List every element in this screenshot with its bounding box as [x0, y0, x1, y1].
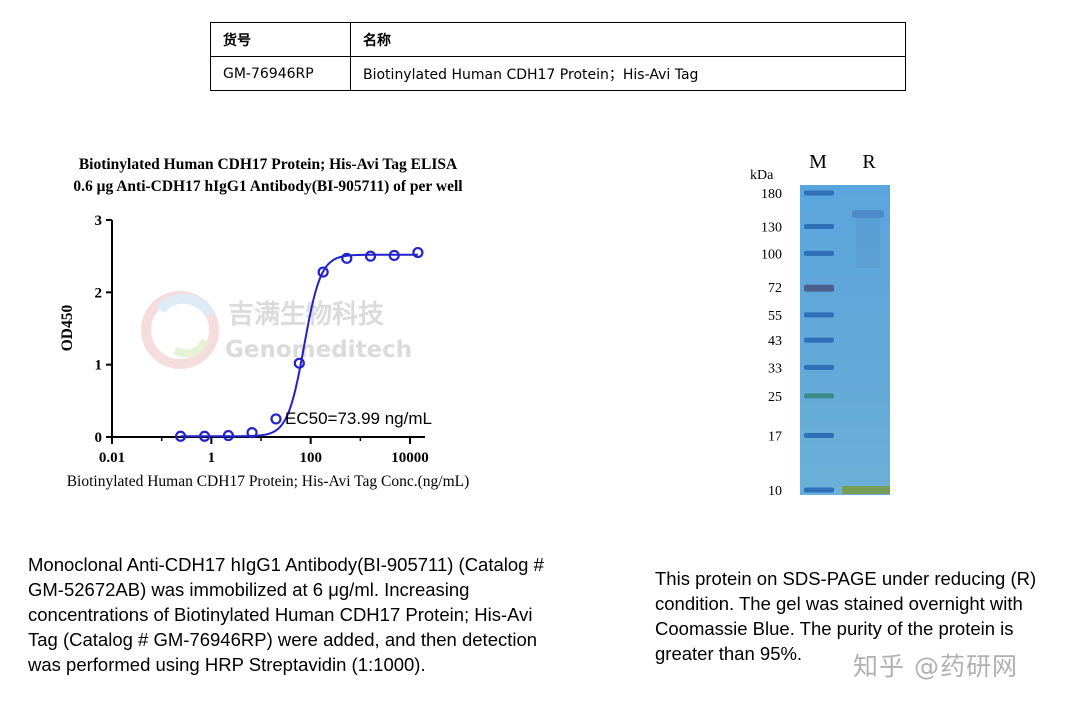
y-tick-label: 1 — [95, 358, 103, 374]
data-point — [174, 430, 187, 442]
gel-markers: 180 130 100 72 55 43 33 25 17 10 — [761, 187, 834, 499]
dye-front-band — [842, 486, 890, 494]
elisa-chart: Biotinylated Human CDH17 Protein; His-Av… — [59, 156, 470, 490]
marker-band — [804, 487, 834, 493]
x-tick-label: 1 — [208, 450, 216, 466]
marker-band — [804, 364, 834, 370]
footer-watermark: 知乎 @药研网 — [853, 652, 1018, 681]
data-points — [174, 246, 424, 442]
marker-label: 33 — [768, 361, 782, 376]
catalog-number: GM-76946RP — [210, 56, 351, 91]
y-tick-label: 0 — [95, 430, 103, 446]
data-point — [388, 249, 400, 262]
product-table-row: GM-76946RP Biotinylated Human CDH17 Prot… — [210, 56, 906, 91]
lane-label-r: R — [862, 151, 876, 173]
chart-axes: 0 1 2 3 0.01 1 100 10000 — [95, 213, 429, 466]
y-axis-label: OD450 — [59, 305, 76, 352]
marker-band — [804, 432, 834, 438]
data-point — [317, 266, 329, 278]
fit-curve — [180, 253, 418, 438]
marker-label: 25 — [768, 390, 782, 405]
gel-unit: kDa — [750, 168, 774, 183]
x-tick-label: 0.01 — [99, 450, 125, 466]
marker-label: 100 — [761, 247, 782, 262]
product-name: Biotinylated Human CDH17 Protein；His-Avi… — [350, 56, 906, 91]
marker-band — [804, 312, 834, 318]
data-point — [198, 430, 211, 442]
sample-band-smear — [856, 218, 880, 268]
chart-title: Biotinylated Human CDH17 Protein; His-Av… — [79, 156, 458, 173]
x-tick-label: 10000 — [391, 450, 429, 466]
lane-label-m: M — [809, 151, 827, 173]
data-point — [270, 413, 282, 425]
marker-band — [804, 223, 834, 229]
marker-band — [804, 393, 834, 399]
data-point — [222, 429, 234, 442]
marker-band — [804, 190, 834, 196]
marker-label: 130 — [761, 220, 782, 235]
watermark-cn: 吉满生物科技 — [228, 300, 384, 330]
marker-label: 10 — [768, 484, 782, 499]
product-table-header-row: 货号 名称 — [210, 22, 906, 57]
watermark-logo-icon — [141, 291, 219, 369]
data-point — [293, 357, 305, 369]
data-point — [341, 252, 353, 264]
x-axis-label: Biotinylated Human CDH17 Protein; His-Av… — [67, 473, 470, 490]
name-header: 名称 — [350, 22, 906, 57]
marker-label: 17 — [768, 429, 782, 444]
watermark: 吉满生物科技 Genomeditech — [141, 291, 412, 369]
catalog-header: 货号 — [210, 22, 351, 57]
data-point — [246, 427, 258, 439]
product-table: 货号 名称 GM-76946RP Biotinylated Human CDH1… — [210, 22, 906, 91]
marker-label: 55 — [768, 309, 782, 324]
watermark-en: Genomeditech — [225, 337, 412, 363]
y-tick-label: 3 — [95, 213, 103, 229]
marker-label: 43 — [768, 334, 782, 349]
data-point — [364, 250, 377, 262]
ec50-annotation: EC50=73.99 ng/mL — [285, 409, 432, 428]
marker-band — [804, 337, 834, 343]
data-point — [412, 246, 424, 259]
elisa-caption: Monoclonal Anti-CDH17 hIgG1 Antibody(BI-… — [28, 554, 544, 675]
x-tick-label: 100 — [299, 450, 322, 466]
marker-band — [804, 250, 834, 256]
sample-band-main — [852, 210, 884, 218]
marker-label: 72 — [768, 281, 782, 296]
chart-subtitle: 0.6 μg Anti-CDH17 hIgG1 Antibody(BI-9057… — [73, 178, 463, 195]
marker-label: 180 — [761, 187, 782, 202]
gel-figure: kDa M R 180 130 100 72 55 43 33 25 17 10 — [750, 151, 890, 499]
gel-caption: This protein on SDS-PAGE under reducing … — [655, 568, 1037, 664]
marker-band — [804, 284, 834, 292]
y-tick-label: 2 — [95, 285, 103, 301]
sample-bands — [842, 210, 890, 494]
